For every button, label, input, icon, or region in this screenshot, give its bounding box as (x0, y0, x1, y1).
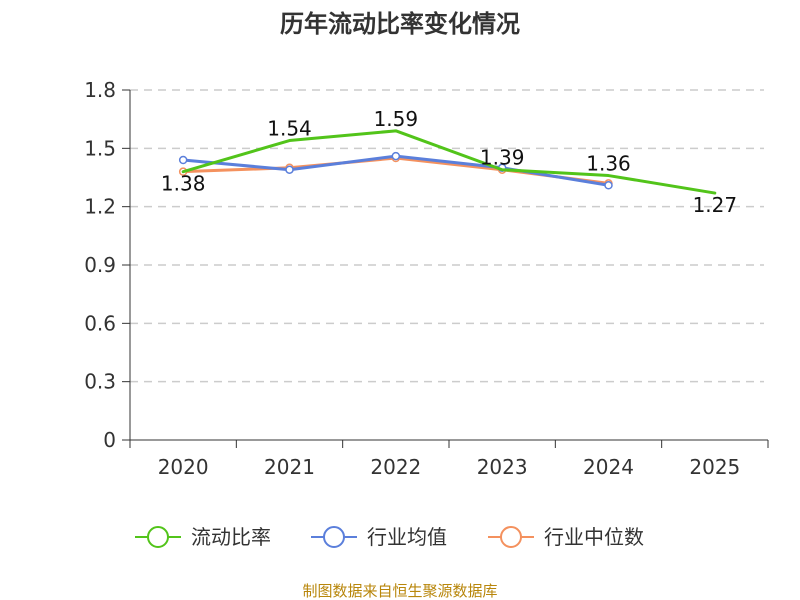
data-point (285, 165, 294, 174)
data-point (391, 151, 401, 161)
x-tick-label: 2024 (583, 455, 634, 479)
y-tick-label: 1.8 (84, 78, 116, 102)
data-label: 1.27 (693, 193, 738, 217)
data-labels: 1.38 1.54 1.59 1.39 1.36 1.27 (161, 107, 737, 217)
data-point (604, 181, 613, 190)
data-label: 1.54 (267, 117, 312, 141)
data-label: 1.59 (374, 107, 419, 131)
x-tick-label: 2025 (689, 455, 740, 479)
x-tick-label: 2020 (158, 455, 209, 479)
source-note: 制图数据来自恒生聚源数据库 (302, 582, 497, 600)
y-tick-label: 0.3 (84, 370, 116, 394)
grid-lines (130, 89, 764, 383)
data-point (178, 155, 188, 165)
legend-item-2[interactable]: 行业中位数 (488, 525, 644, 549)
y-tick-label: 0.6 (84, 311, 116, 335)
data-label: 1.36 (586, 152, 631, 176)
legend-item-1[interactable]: 行业均值 (311, 525, 447, 549)
legend-swatch-circle (500, 526, 522, 548)
legend-swatch-circle (323, 526, 345, 548)
y-tick-label: 0.9 (84, 253, 116, 277)
y-tick-label: 1.5 (84, 136, 116, 160)
data-label: 1.39 (480, 146, 525, 170)
chart-title: 历年流动比率变化情况 (280, 10, 520, 38)
axes: 0 0.3 0.6 0.9 1.2 1.5 1.8 2020 2021 2022 2023 2024 2… (84, 78, 769, 479)
legend-label: 流动比率 (191, 525, 271, 549)
x-tick-label: 2022 (370, 455, 421, 479)
y-tick-label: 0 (103, 428, 116, 452)
legend-label: 行业均值 (367, 525, 447, 549)
x-tick-label: 2021 (264, 455, 315, 479)
legend-item-0[interactable]: 流动比率 (135, 525, 271, 549)
legend-swatch-circle (147, 526, 169, 548)
legend-label: 行业中位数 (544, 525, 644, 549)
y-tick-label: 1.2 (84, 195, 116, 219)
series-group (178, 129, 717, 195)
data-label: 1.38 (161, 172, 206, 196)
series-line-0 (181, 129, 717, 195)
x-tick-label: 2023 (477, 455, 528, 479)
legend[interactable]: 流动比率 行业均值 行业中位数 (135, 525, 644, 549)
